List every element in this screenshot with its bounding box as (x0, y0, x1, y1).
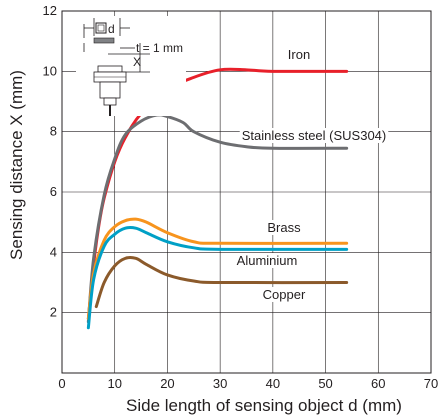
x-tick-label: 20 (160, 376, 174, 391)
x-tick-label: 70 (424, 376, 438, 391)
sensor-diagram: d t = 1 mm X (76, 16, 186, 116)
tick-labels: 0 10 20 30 40 50 60 70 2 4 6 8 10 12 (43, 3, 439, 391)
x-tick-label: 0 (58, 376, 65, 391)
x-label: X (133, 55, 141, 69)
series-label-background (234, 253, 300, 268)
series-line-copper (94, 256, 349, 309)
y-tick-label: 4 (50, 244, 57, 259)
series-label-background (239, 128, 389, 143)
y-tick-label: 2 (50, 305, 57, 320)
target-plate (93, 37, 115, 44)
series-labels: Iron Stainless steel (SUS304) Brass Alumini… (234, 47, 389, 302)
series-label-background (285, 47, 313, 62)
d-label: d (108, 22, 115, 36)
y-tick-label: 6 (50, 184, 57, 199)
series-line-brass (86, 217, 349, 321)
target-square-symbol (95, 22, 107, 34)
series-line-aluminium (86, 226, 349, 330)
x-tick-label: 40 (266, 376, 280, 391)
inset-background (76, 16, 186, 116)
x-axis-title: Side length of sensing object d (mm) (126, 396, 402, 415)
x-tick-label: 10 (107, 376, 121, 391)
series-label: Iron (288, 47, 310, 62)
x-tick-label: 50 (318, 376, 332, 391)
series-label-background (265, 220, 304, 235)
sensor-head (97, 65, 123, 73)
series-label: Stainless steel (SUS304) (242, 128, 387, 143)
sensor-body (99, 81, 121, 99)
y-axis-title: Sensing distance X (mm) (7, 70, 26, 260)
y-tick-label: 12 (43, 3, 57, 18)
sensor-cable-boot (103, 97, 117, 106)
x-tick-label: 60 (371, 376, 385, 391)
x-tick-label: 30 (213, 376, 227, 391)
target-square-inner (97, 24, 105, 32)
y-tick-label: 10 (43, 63, 57, 78)
y-tick-label: 8 (50, 124, 57, 139)
series-label: Aluminium (237, 253, 298, 268)
t-label: t = 1 mm (136, 41, 183, 55)
series-label-background (260, 287, 308, 302)
series-label: Brass (267, 220, 301, 235)
series-label: Copper (263, 287, 306, 302)
